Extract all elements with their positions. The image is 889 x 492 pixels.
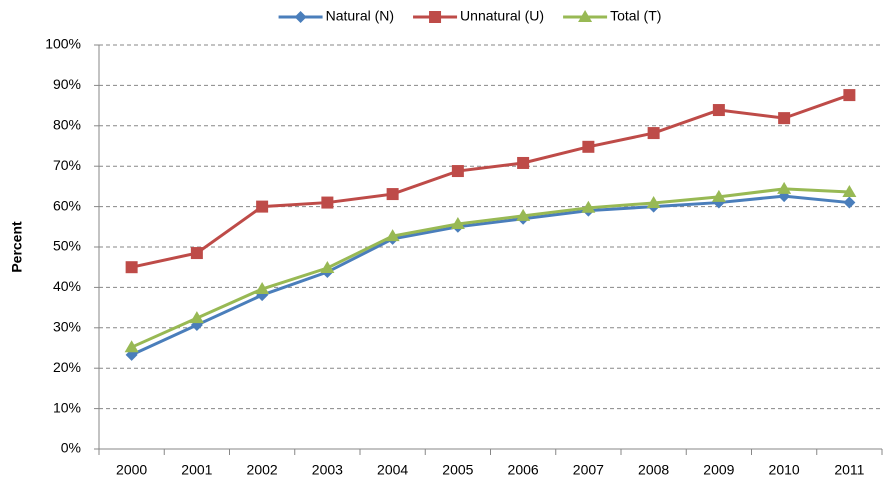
y-tick-label: 20% (53, 359, 81, 375)
x-tick-label: 2006 (508, 462, 539, 478)
data-point (450, 216, 465, 229)
x-tick-label: 2010 (769, 462, 800, 478)
x-tick-label: 2008 (638, 462, 669, 478)
y-tick-label: 50% (53, 238, 81, 254)
data-point (516, 208, 531, 221)
data-point (581, 200, 596, 213)
data-point (320, 261, 335, 274)
y-tick-label: 80% (53, 117, 81, 133)
data-point (646, 195, 661, 208)
data-point (843, 89, 856, 102)
data-point (582, 140, 595, 153)
legend-marker (429, 11, 442, 23)
series-line (131, 187, 850, 349)
y-tick-label: 0% (61, 440, 81, 456)
data-point (777, 181, 792, 194)
y-tick-label: 90% (53, 76, 81, 92)
data-point (386, 188, 399, 201)
legend-label: Natural (N) (326, 8, 394, 24)
y-tick-label: 30% (53, 319, 81, 335)
data-point (321, 196, 334, 209)
data-point (842, 185, 857, 198)
y-axis-label: Percent (9, 221, 25, 273)
data-point (385, 229, 400, 242)
data-point (124, 340, 139, 353)
x-tick-label: 2003 (312, 462, 343, 478)
y-tick-label: 100% (45, 36, 81, 52)
data-point (843, 196, 856, 209)
series-line (131, 93, 850, 269)
data-point (255, 282, 270, 295)
x-tick-label: 2000 (116, 462, 147, 478)
data-point (190, 247, 203, 260)
data-point (778, 112, 791, 125)
data-point (711, 189, 726, 202)
data-point (517, 156, 530, 169)
data-point (712, 104, 725, 117)
legend-marker (578, 10, 593, 22)
data-point (647, 127, 660, 140)
data-point (256, 200, 269, 213)
legend-label: Total (T) (610, 8, 661, 24)
x-tick-label: 2005 (442, 462, 473, 478)
x-tick-label: 2007 (573, 462, 604, 478)
y-tick-label: 60% (53, 197, 81, 213)
data-point (125, 261, 138, 274)
y-tick-label: 40% (53, 278, 81, 294)
x-tick-label: 2009 (703, 462, 734, 478)
x-tick-label: 2001 (181, 462, 212, 478)
data-point (189, 311, 204, 324)
data-point (451, 165, 464, 178)
x-tick-label: 2004 (377, 462, 408, 478)
y-tick-label: 70% (53, 157, 81, 173)
y-tick-label: 10% (53, 399, 81, 415)
legend-label: Unnatural (U) (460, 8, 544, 24)
x-tick-label: 2011 (834, 462, 864, 478)
series-line (131, 194, 850, 357)
x-tick-label: 2002 (247, 462, 278, 478)
legend-marker (294, 11, 307, 23)
